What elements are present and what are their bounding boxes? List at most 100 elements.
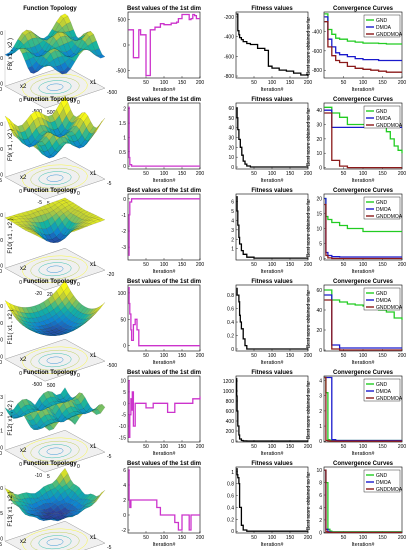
x-tick-label: 50 [251,444,257,450]
y-tick-label: 0.8 [227,482,234,488]
x-axis-label: Iteration# [153,269,177,275]
surface-y-tick: -10 [35,473,42,479]
x-tick-label: 150 [178,444,187,450]
surface-x2-label: x2 [20,539,27,545]
x-tick-label: 150 [178,262,187,268]
x-tick-label: 50 [341,171,347,177]
y-tick-label: 4 [231,218,234,224]
x-tick-label: 50 [143,171,149,177]
surface-x-tick: 0 [77,464,80,470]
subplot-title: Best values of the 1st dim [127,6,201,12]
legend-label: DMOA [376,207,392,213]
x-tick-label: 150 [286,262,295,268]
x-tick-label: 200 [304,353,313,359]
y-tick-label: 6 [319,493,322,499]
x-tick-label: 150 [286,171,295,177]
y-tick-label: 0.2 [227,334,234,340]
y-tick-label: 2 [123,107,126,113]
y-tick-label: -1 [122,213,127,219]
x-tick-label: 100 [359,171,368,177]
x-tick-label: 50 [341,262,347,268]
x-axis-label: Iteration# [352,87,376,93]
y-tick-label: 0 [319,166,322,172]
x-axis-label: Iteration# [352,360,376,366]
surface-x2-label: x2 [20,357,27,363]
x-tick-label: 200 [196,444,205,450]
y-tick-label: 20 [316,328,322,334]
x-tick-label: 50 [143,262,149,268]
x-tick-label: 150 [178,80,187,86]
best-dim-line [128,379,201,439]
x-tick-label: 100 [268,171,277,177]
y-tick-label: -3 [122,245,127,251]
x-tick-label: 150 [378,80,387,86]
surface-patch [60,387,69,399]
legend-label: GND [376,473,388,479]
legend-label: DMOA [376,480,392,486]
convergence-line-gnddmoa [324,21,402,73]
subplot-title: Fitness values [251,97,293,103]
legend-label: DMOA [376,116,392,122]
surface-y-tick: -500 [32,382,42,388]
surface-x-tick: -5 [107,454,112,460]
surface-x-tick: -5 [107,545,112,550]
y-tick-label: 0 [319,530,322,536]
subplot-title: Best values of the 1st dim [127,370,201,376]
surface-y-tick: 0 [19,371,22,377]
surface-contour [38,262,72,277]
surface-y-tick: 500 [0,87,2,93]
y-tick-label: -800 [224,74,234,80]
legend-label: GND [376,200,388,206]
y-tick-label: 10 [316,227,322,233]
x-tick-label: 200 [398,444,407,450]
y-tick-label: 60 [228,106,234,112]
convergence-line-dmoa [324,16,402,62]
y-tick-label: -800 [312,68,322,74]
surface-contour [30,167,80,189]
axes-box [127,102,201,170]
legend-label: GNDDMOA [376,123,403,129]
y-tick-label: 0 [123,513,126,519]
surface-contour [38,444,72,459]
surface-y-tick: -20 [35,291,42,297]
y-tick-label: 3 [231,228,234,234]
y-tick-label: -400 [312,29,322,35]
x-tick-label: 50 [143,353,149,359]
surface-x-tick: 0 [77,191,80,197]
surface-z-tick: 5 [0,511,3,517]
subplot-title: Fitness values [251,370,293,376]
y-tick-label: 0.6 [227,307,234,313]
surface-contour [22,255,88,283]
surface-x2-label: x2 [20,266,27,272]
subplot-title: Best values of the 1st dim [127,188,201,194]
y-tick-label: 0.4 [227,320,234,326]
surface-z-tick: 0 [0,445,3,451]
best-dim-line [128,106,200,167]
x-axis-label: Iteration# [352,542,376,548]
y-tick-label: 400 [226,419,235,425]
surface-contour [46,174,64,182]
surface-patch [60,280,69,292]
x-axis-label: Iteration# [153,178,177,184]
surface-floor [4,156,106,200]
surface-floor [4,338,106,382]
best-dim-line [128,286,200,347]
surface-z-label: F12( x1 , x2 ) [8,400,14,435]
y-tick-label: 0.8 [227,293,234,299]
legend-label: GNDDMOA [376,214,403,220]
y-tick-label: -400 [224,35,234,41]
y-tick-label: -500 [116,68,126,74]
surface-contour [30,440,80,462]
surface-contour [46,83,64,91]
x-axis-label: Iteration# [261,87,285,93]
surface-z-tick: 0 [0,56,3,62]
convergence-line-gnddmoa [324,203,402,260]
convergence-line-gnd [324,197,402,233]
axes-box [235,284,309,352]
axes-box [235,375,309,443]
surface-x1-label: x1 [90,444,97,450]
y-tick-label: 50 [120,317,126,323]
y-tick-label: 0.2 [227,517,234,523]
surface-patch [60,95,69,109]
